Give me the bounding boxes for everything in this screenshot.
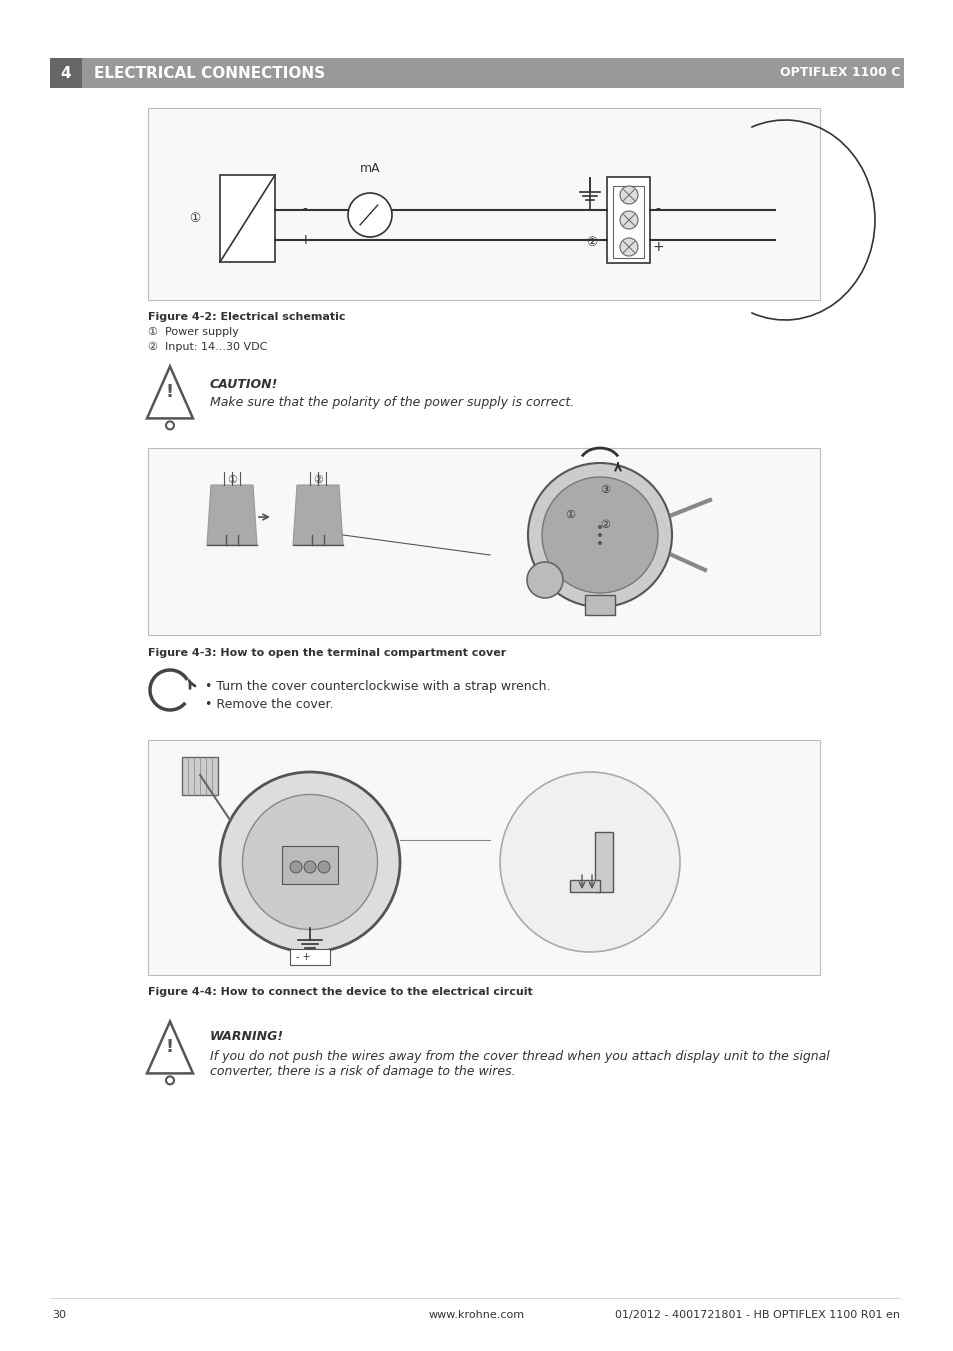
- Text: CAUTION!: CAUTION!: [210, 378, 278, 390]
- Text: Make sure that the polarity of the power supply is correct.: Make sure that the polarity of the power…: [210, 396, 574, 409]
- Text: 30: 30: [52, 1310, 66, 1320]
- Circle shape: [290, 861, 302, 873]
- Polygon shape: [147, 1021, 193, 1074]
- Polygon shape: [207, 485, 256, 544]
- FancyBboxPatch shape: [290, 948, 330, 965]
- Text: +: +: [652, 240, 663, 254]
- Text: - +: - +: [295, 952, 310, 962]
- FancyBboxPatch shape: [220, 176, 274, 262]
- Circle shape: [166, 422, 173, 430]
- Text: Figure 4-3: How to open the terminal compartment cover: Figure 4-3: How to open the terminal com…: [148, 648, 506, 658]
- Text: ELECTRICAL CONNECTIONS: ELECTRICAL CONNECTIONS: [94, 65, 325, 81]
- Text: 4: 4: [61, 65, 71, 81]
- Circle shape: [317, 861, 330, 873]
- FancyBboxPatch shape: [50, 58, 903, 88]
- Text: • Remove the cover.: • Remove the cover.: [205, 698, 334, 711]
- Text: • Turn the cover counterclockwise with a strap wrench.: • Turn the cover counterclockwise with a…: [205, 680, 550, 693]
- FancyBboxPatch shape: [182, 757, 218, 794]
- Text: ①  Power supply: ① Power supply: [148, 327, 238, 336]
- Text: ②: ②: [599, 520, 609, 530]
- FancyBboxPatch shape: [569, 880, 599, 892]
- Circle shape: [526, 562, 562, 598]
- Circle shape: [242, 794, 377, 929]
- FancyBboxPatch shape: [148, 108, 820, 300]
- FancyBboxPatch shape: [148, 740, 820, 975]
- Text: mA: mA: [359, 162, 380, 174]
- Circle shape: [541, 477, 658, 593]
- Text: ②  Input: 14...30 VDC: ② Input: 14...30 VDC: [148, 342, 267, 353]
- Circle shape: [527, 463, 671, 607]
- Text: !: !: [166, 384, 173, 401]
- Circle shape: [220, 771, 399, 952]
- Circle shape: [598, 526, 601, 530]
- Text: Figure 4-4: How to connect the device to the electrical circuit: Figure 4-4: How to connect the device to…: [148, 988, 532, 997]
- Text: ①: ①: [190, 212, 200, 224]
- Circle shape: [619, 211, 638, 230]
- Text: !: !: [166, 1039, 173, 1056]
- Text: ②: ②: [313, 476, 323, 485]
- Text: +: +: [299, 232, 311, 247]
- Circle shape: [619, 238, 638, 255]
- Text: -: -: [302, 203, 307, 218]
- Circle shape: [304, 861, 315, 873]
- Circle shape: [598, 534, 601, 536]
- Text: OPTIFLEX 1100 C: OPTIFLEX 1100 C: [779, 66, 899, 80]
- Text: ①: ①: [564, 509, 575, 520]
- FancyBboxPatch shape: [606, 177, 649, 263]
- Text: ③: ③: [599, 485, 609, 494]
- FancyBboxPatch shape: [584, 594, 615, 615]
- Circle shape: [348, 193, 392, 236]
- FancyBboxPatch shape: [282, 846, 337, 884]
- Text: WARNING!: WARNING!: [210, 1029, 284, 1043]
- Text: -: -: [655, 203, 659, 218]
- Text: If you do not push the wires away from the cover thread when you attach display : If you do not push the wires away from t…: [210, 1050, 829, 1078]
- Text: www.krohne.com: www.krohne.com: [429, 1310, 524, 1320]
- Circle shape: [619, 186, 638, 204]
- FancyBboxPatch shape: [595, 832, 613, 892]
- Text: 01/2012 - 4001721801 - HB OPTIFLEX 1100 R01 en: 01/2012 - 4001721801 - HB OPTIFLEX 1100 …: [615, 1310, 899, 1320]
- Polygon shape: [147, 366, 193, 419]
- FancyBboxPatch shape: [148, 449, 820, 635]
- Text: Figure 4-2: Electrical schematic: Figure 4-2: Electrical schematic: [148, 312, 345, 322]
- Text: ②: ②: [586, 236, 597, 250]
- Circle shape: [166, 1077, 173, 1085]
- Circle shape: [598, 540, 601, 544]
- Circle shape: [499, 771, 679, 952]
- Polygon shape: [293, 485, 343, 544]
- FancyBboxPatch shape: [50, 58, 82, 88]
- FancyBboxPatch shape: [613, 186, 643, 258]
- Text: ①: ①: [227, 476, 236, 485]
